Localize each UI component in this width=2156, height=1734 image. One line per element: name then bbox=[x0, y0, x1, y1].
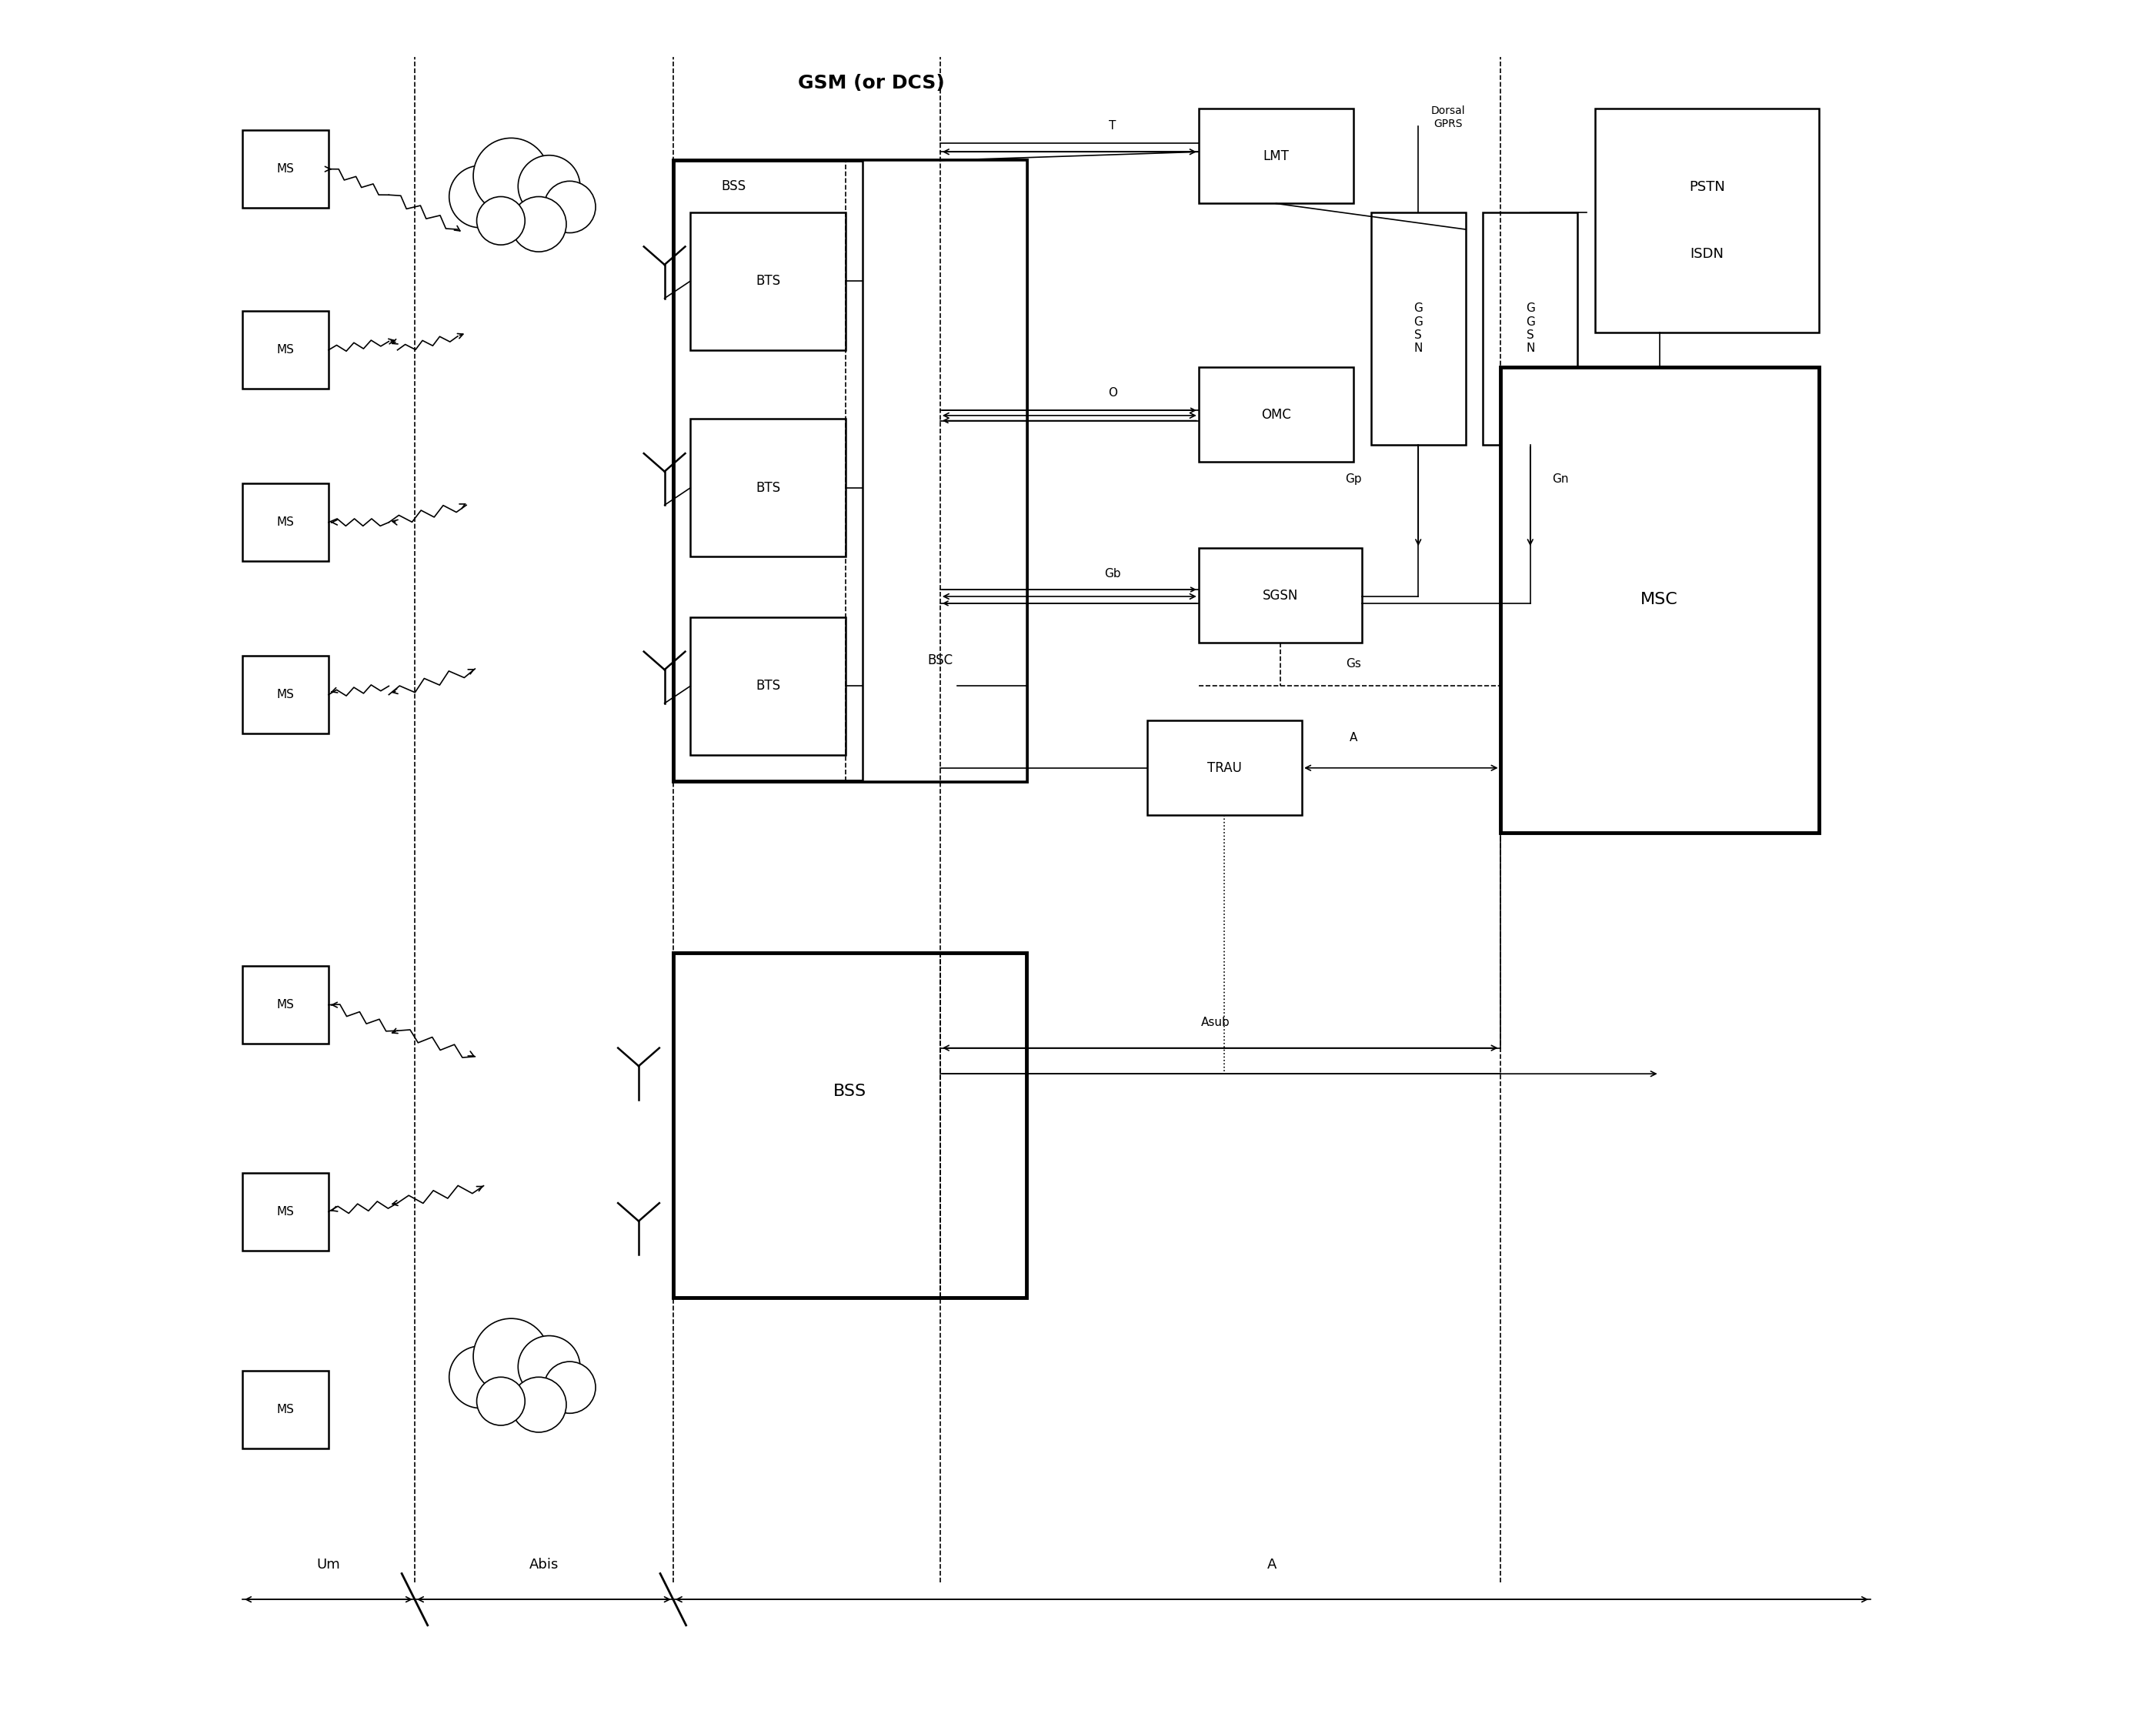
Text: BTS: BTS bbox=[755, 480, 780, 494]
Bar bbox=[1147, 721, 1302, 815]
Text: Asub: Asub bbox=[1201, 1016, 1231, 1028]
Text: MS: MS bbox=[276, 999, 293, 1011]
Bar bbox=[241, 310, 328, 388]
Text: GSM (or DCS): GSM (or DCS) bbox=[798, 73, 944, 92]
Text: A: A bbox=[1268, 1559, 1276, 1571]
Bar bbox=[1483, 212, 1578, 446]
Text: Gn: Gn bbox=[1552, 473, 1570, 486]
Text: SGSN: SGSN bbox=[1263, 588, 1298, 602]
Bar bbox=[673, 161, 1026, 780]
Text: MS: MS bbox=[276, 345, 293, 355]
Text: BSS: BSS bbox=[720, 179, 746, 192]
Text: BSC: BSC bbox=[927, 654, 953, 668]
Text: Um: Um bbox=[317, 1559, 341, 1571]
Circle shape bbox=[476, 1377, 524, 1425]
Bar bbox=[1199, 109, 1354, 203]
Bar bbox=[241, 655, 328, 733]
Circle shape bbox=[517, 156, 580, 217]
Circle shape bbox=[543, 180, 595, 232]
Text: TRAU: TRAU bbox=[1207, 761, 1242, 775]
Circle shape bbox=[511, 1377, 567, 1432]
Text: Abis: Abis bbox=[528, 1559, 558, 1571]
Bar bbox=[241, 966, 328, 1044]
Bar bbox=[1501, 368, 1820, 832]
Text: ISDN: ISDN bbox=[1690, 248, 1725, 262]
Bar bbox=[241, 484, 328, 562]
Text: Dorsal
GPRS: Dorsal GPRS bbox=[1432, 106, 1466, 128]
Bar bbox=[1199, 368, 1354, 461]
Text: O: O bbox=[1108, 387, 1117, 399]
Text: MS: MS bbox=[276, 517, 293, 529]
Text: T: T bbox=[1108, 120, 1117, 132]
Text: MSC: MSC bbox=[1641, 593, 1677, 607]
Text: MS: MS bbox=[276, 688, 293, 701]
Circle shape bbox=[448, 166, 511, 227]
Bar bbox=[673, 954, 1026, 1297]
Bar bbox=[241, 1172, 328, 1250]
Circle shape bbox=[511, 196, 567, 251]
Text: LMT: LMT bbox=[1263, 149, 1289, 163]
Text: MS: MS bbox=[276, 163, 293, 175]
Circle shape bbox=[448, 1346, 511, 1408]
Text: MS: MS bbox=[276, 1405, 293, 1415]
Text: A: A bbox=[1350, 732, 1358, 744]
Text: BTS: BTS bbox=[755, 274, 780, 288]
Text: Gb: Gb bbox=[1104, 569, 1121, 579]
Circle shape bbox=[474, 1318, 550, 1394]
Circle shape bbox=[474, 139, 550, 213]
Text: Gs: Gs bbox=[1345, 657, 1360, 669]
Bar bbox=[862, 161, 1026, 780]
Text: G
G
S
N: G G S N bbox=[1414, 303, 1423, 354]
Bar bbox=[241, 1372, 328, 1448]
Circle shape bbox=[543, 1361, 595, 1413]
Text: Gp: Gp bbox=[1345, 473, 1363, 486]
Bar bbox=[241, 130, 328, 208]
Text: G
G
S
N: G G S N bbox=[1526, 303, 1535, 354]
Text: PSTN: PSTN bbox=[1688, 180, 1725, 194]
Text: OMC: OMC bbox=[1261, 407, 1291, 421]
Bar bbox=[1595, 109, 1820, 333]
Circle shape bbox=[476, 196, 524, 244]
Text: BSS: BSS bbox=[832, 1084, 867, 1099]
Text: BTS: BTS bbox=[755, 680, 780, 694]
Circle shape bbox=[517, 1335, 580, 1398]
Bar bbox=[1199, 548, 1363, 643]
Bar bbox=[690, 420, 845, 557]
Bar bbox=[690, 212, 845, 350]
Bar bbox=[1371, 212, 1466, 446]
Bar bbox=[690, 617, 845, 754]
Text: MS: MS bbox=[276, 1205, 293, 1217]
